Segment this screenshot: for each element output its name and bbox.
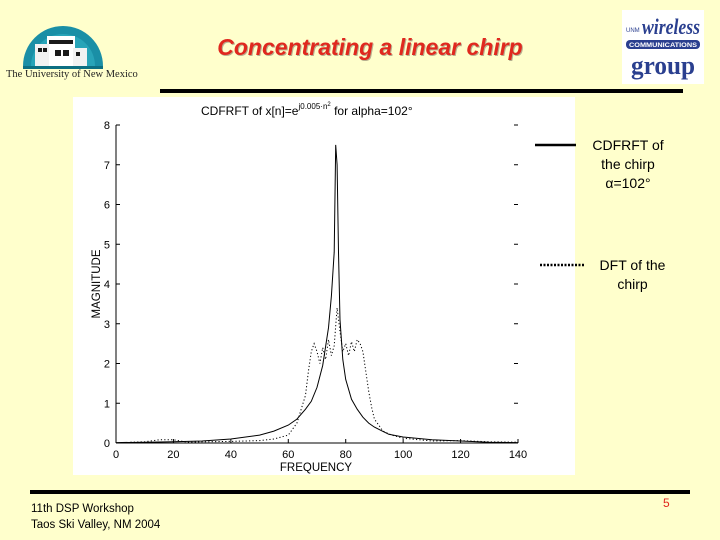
- footer-line1: 11th DSP Workshop: [31, 503, 134, 515]
- chart-title-suffix: for alpha=102°: [331, 104, 413, 118]
- legend-swatch-dotted: [540, 263, 584, 267]
- y-tick-label: 3: [104, 319, 110, 331]
- header-rule: [160, 89, 683, 93]
- y-tick-label: 7: [104, 160, 110, 172]
- footer-rule: [30, 490, 690, 494]
- wcg-mid-text: COMMUNICATIONS: [629, 42, 698, 49]
- y-tick-label: 0: [104, 438, 110, 450]
- legend-cdfrft-line2: the chirp: [601, 156, 655, 172]
- footer-venue: 11th DSP Workshop Taos Ski Valley, NM 20…: [31, 501, 160, 533]
- y-tick-label: 1: [104, 398, 110, 410]
- wcg-top-text: wireless: [642, 14, 700, 39]
- legend-cdfrft-line3: α=102°: [605, 175, 651, 191]
- svg-text:UNM: UNM: [626, 28, 640, 34]
- x-tick-label: 60: [282, 449, 294, 461]
- chart-title-exponent-power: 2: [327, 102, 331, 108]
- plot-panel: [73, 97, 575, 475]
- series-cdfrft: [115, 144, 519, 444]
- x-tick-label: 0: [113, 449, 119, 461]
- wcg-bottom-text: group: [631, 51, 695, 80]
- wireless-group-logo: UNM wireless COMMUNICATIONS group: [622, 10, 704, 84]
- legend-entry-cdfrft: CDFRFT of the chirp α=102°: [578, 136, 678, 193]
- x-tick-label: 140: [509, 449, 527, 461]
- series-dft: [130, 307, 519, 443]
- legend-cdfrft-line1: CDFRFT of: [592, 137, 664, 153]
- series-line: [115, 144, 519, 444]
- y-tick-label: 4: [104, 279, 110, 291]
- page-number: 5: [663, 496, 670, 510]
- y-tick-label: 5: [104, 239, 110, 251]
- chart-title: CDFRFT of x[n]=ej0.005·n2 for alpha=102°: [201, 102, 413, 118]
- chart-title-prefix: CDFRFT of x[n]=e: [201, 104, 299, 118]
- legend-dft-line1: DFT of the: [599, 257, 666, 273]
- y-tick-label: 2: [104, 359, 110, 371]
- legend-swatch-solid: [535, 143, 576, 147]
- slide-title: Concentrating a linear chirp: [217, 34, 523, 60]
- x-axis-label: FREQUENCY: [280, 462, 353, 474]
- x-tick-label: 100: [394, 449, 412, 461]
- legend-dft-line2: chirp: [617, 276, 648, 292]
- y-tick-label: 6: [104, 200, 110, 212]
- x-tick-label: 20: [167, 449, 179, 461]
- legend-entry-dft: DFT of the chirp: [585, 256, 680, 294]
- y-tick-label: 8: [104, 120, 110, 132]
- y-axis-label: MAGNITUDE: [91, 249, 103, 318]
- x-tick-label: 120: [451, 449, 469, 461]
- chart-title-exponent: j0.005·n: [297, 102, 327, 111]
- unm-logo: [23, 26, 103, 69]
- chart: CDFRFT of x[n]=ej0.005·n2 for alpha=102°…: [91, 102, 527, 474]
- x-tick-label: 40: [225, 449, 237, 461]
- series-line: [130, 307, 519, 443]
- footer-line2: Taos Ski Valley, NM 2004: [31, 519, 161, 531]
- x-tick-label: 80: [340, 449, 352, 461]
- unm-wordmark: The University of New Mexico: [6, 69, 138, 80]
